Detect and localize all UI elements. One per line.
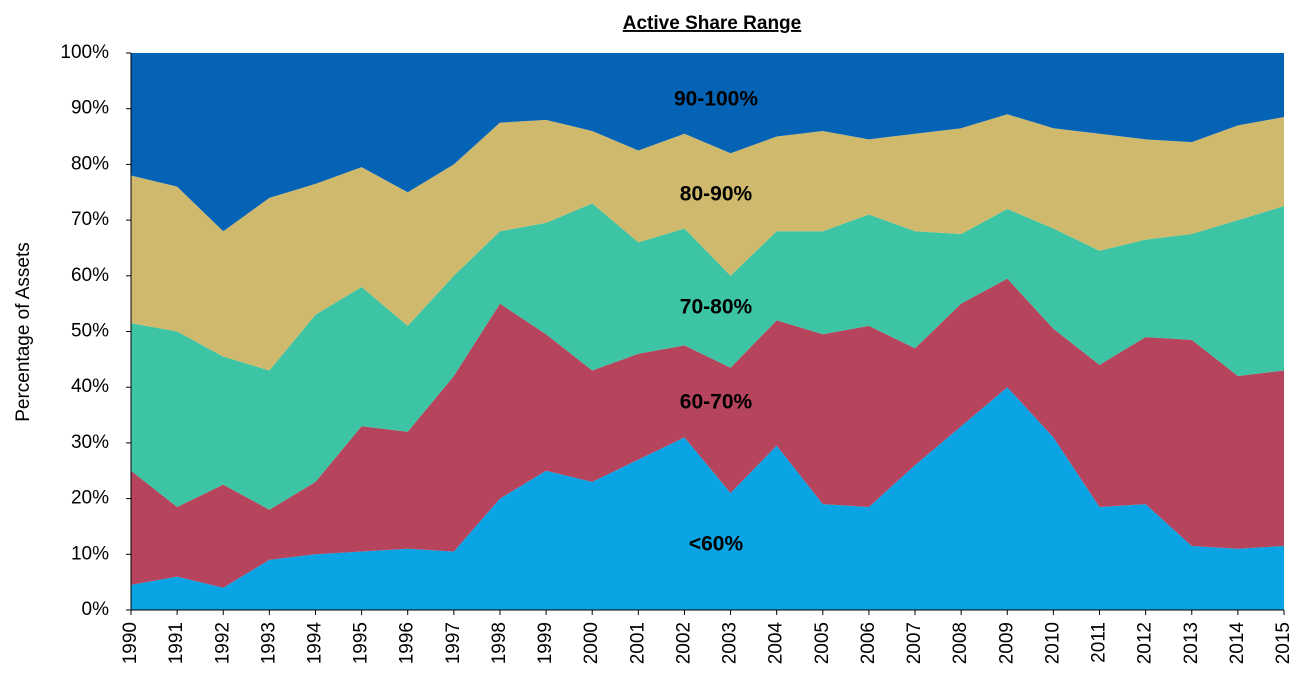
area <box>131 203 1284 510</box>
y-tick-label: 10% <box>71 543 109 564</box>
x-tick-label: 2000 <box>581 622 602 664</box>
y-tick-label: 40% <box>71 376 109 397</box>
x-tick-label: 1999 <box>535 622 556 664</box>
x-tick-label: 2013 <box>1181 622 1202 664</box>
x-tick-label: 2003 <box>720 622 741 664</box>
y-tick-label: 30% <box>71 432 109 453</box>
x-tick-label: 1995 <box>351 622 372 664</box>
chart-title: Active Share Range <box>623 13 801 34</box>
x-tick-label: 2007 <box>904 622 925 664</box>
x-tick-label: 2005 <box>812 622 833 664</box>
series-label: 90-100% <box>674 88 758 111</box>
x-tick-label: 1993 <box>258 622 279 664</box>
x-tick-label: 2014 <box>1227 622 1248 665</box>
x-tick-label: 1990 <box>120 622 141 664</box>
series-label: 70-80% <box>680 296 753 319</box>
y-tick-label: 0% <box>82 599 110 620</box>
y-tick-label: 20% <box>71 488 109 509</box>
y-tick-label: 90% <box>71 98 109 119</box>
x-tick-label: 1998 <box>489 622 510 664</box>
y-tick-label: 70% <box>71 209 109 230</box>
area <box>131 387 1284 610</box>
x-tick-label: 2012 <box>1135 622 1156 664</box>
x-tick-label: 2009 <box>996 622 1017 664</box>
area <box>131 53 1284 232</box>
y-axis-label: Percentage of Assets <box>13 242 34 422</box>
y-tick-label: 80% <box>71 153 109 174</box>
x-tick-label: 1996 <box>397 622 418 664</box>
x-tick-label: 2015 <box>1273 622 1294 664</box>
x-tick-label: 2008 <box>950 622 971 664</box>
x-tick-label: 2004 <box>766 622 787 665</box>
x-tick-label: 1997 <box>443 622 464 664</box>
x-tick-label: 1994 <box>304 622 325 665</box>
series-label: 80-90% <box>680 183 753 206</box>
x-tick-label: 2011 <box>1089 622 1110 663</box>
x-tick-label: 2002 <box>673 622 694 664</box>
x-tick-label: 1992 <box>212 622 233 664</box>
x-tick-label: 2010 <box>1042 622 1063 664</box>
x-tick-label: 1991 <box>166 622 187 664</box>
x-tick-label: 2001 <box>627 622 648 664</box>
y-tick-label: 50% <box>71 321 109 342</box>
y-tick-label: 100% <box>60 42 109 63</box>
series-label: <60% <box>689 533 744 556</box>
series-label: 60-70% <box>680 391 753 414</box>
area <box>131 278 1284 588</box>
x-tick-label: 2006 <box>858 622 879 664</box>
area <box>131 114 1284 371</box>
y-tick-label: 60% <box>71 265 109 286</box>
